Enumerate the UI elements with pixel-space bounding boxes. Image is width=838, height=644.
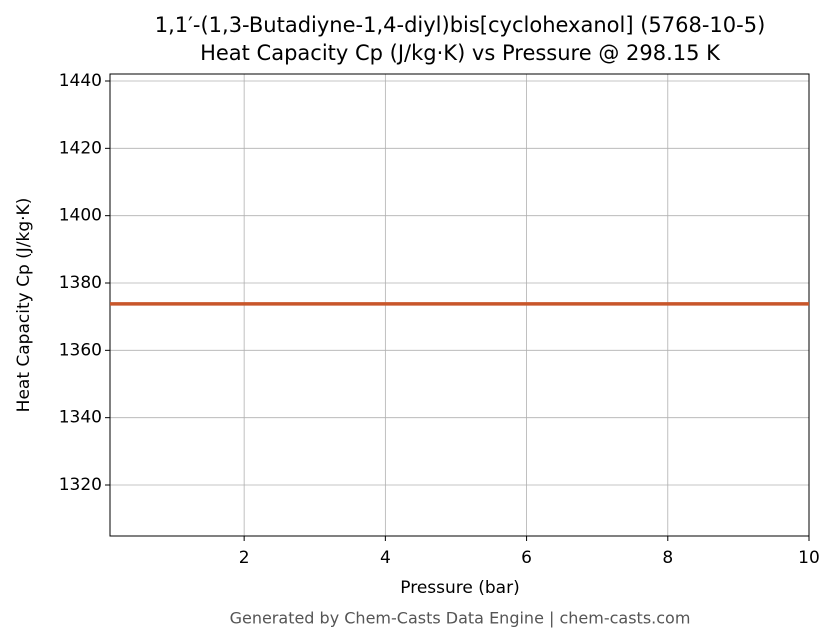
x-tick-label: 10 bbox=[798, 548, 820, 568]
y-tick-label: 1380 bbox=[59, 273, 102, 293]
y-tick-label: 1320 bbox=[59, 475, 102, 495]
chart-subtitle: Heat Capacity Cp (J/kg·K) vs Pressure @ … bbox=[200, 41, 721, 65]
x-tick-label: 4 bbox=[380, 548, 391, 568]
chart-title: 1,1′-(1,3-Butadiyne-1,4-diyl)bis[cyclohe… bbox=[155, 13, 766, 37]
y-tick-label: 1360 bbox=[59, 340, 102, 360]
y-tick-label: 1340 bbox=[59, 408, 102, 428]
y-tick-label: 1400 bbox=[59, 206, 102, 226]
x-tick-label: 8 bbox=[662, 548, 673, 568]
x-axis-label: Pressure (bar) bbox=[400, 578, 519, 598]
x-tick-label: 6 bbox=[521, 548, 532, 568]
y-tick-label: 1420 bbox=[59, 138, 102, 158]
footer: Generated by Chem-Casts Data Engine | ch… bbox=[230, 609, 691, 628]
y-tick-label: 1440 bbox=[59, 71, 102, 91]
y-axis-label: Heat Capacity Cp (J/kg·K) bbox=[14, 198, 34, 413]
x-tick-label: 2 bbox=[239, 548, 250, 568]
